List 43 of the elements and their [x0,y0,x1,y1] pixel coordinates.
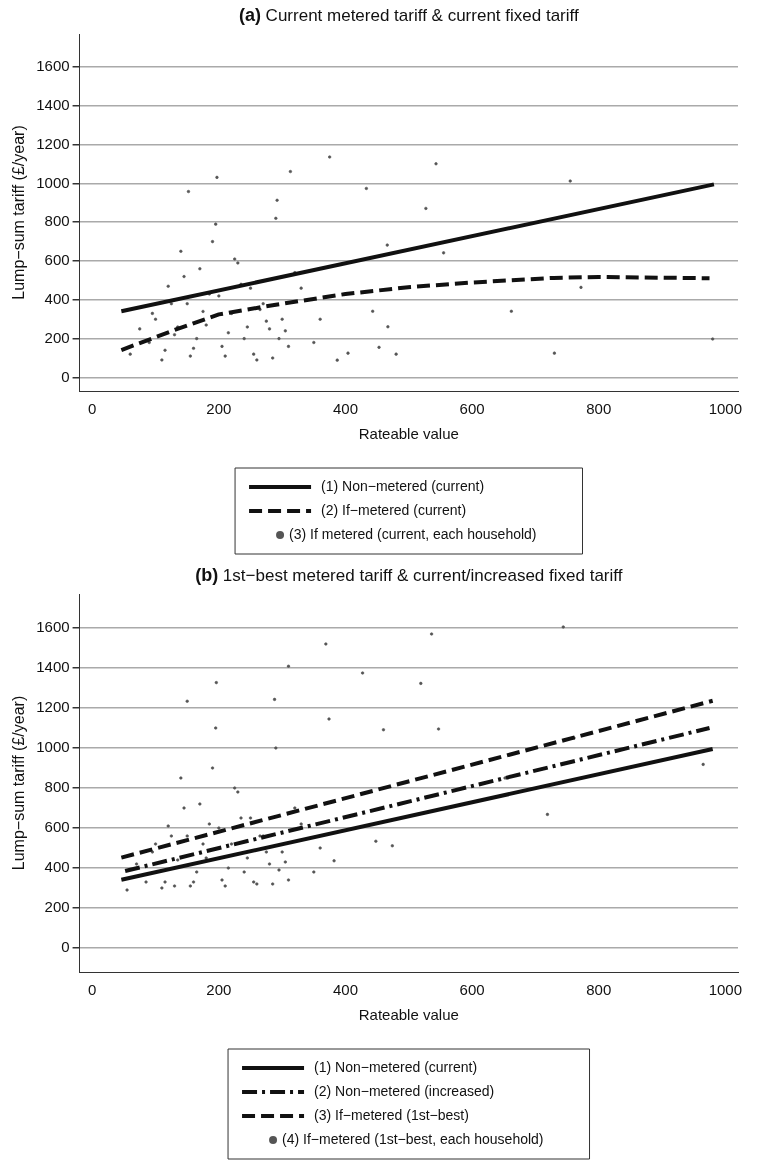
x-tick-label: 0 [88,400,97,418]
y-tick-label: 800 [44,778,70,796]
y-tick-label: 600 [44,818,70,836]
y-tick-label: 1600 [36,57,70,75]
y-tick-label: 1400 [36,95,70,113]
x-tick-label: 400 [332,400,358,418]
legend-label: (1) Non−metered (current) [321,477,485,494]
x-tick-label: 0 [88,981,97,999]
chart-title: (b) 1st−best metered tariff & current/increased fixed tariff [195,564,623,585]
chart-title: (a) Current metered tariff & current fixed tariff [238,4,579,25]
x-axis-title: Rateable value [358,425,459,443]
y-tick-label: 1000 [36,173,70,191]
legend-label: (3) If−metered (1st−best) [314,1106,469,1123]
x-tick-label: 800 [586,981,612,999]
x-tick-label: 1000 [708,400,743,418]
y-tick-label: 800 [44,212,70,230]
x-tick-label: 600 [459,981,485,999]
y-tick-label: 1600 [36,618,70,636]
y-tick-label: 1000 [36,738,70,756]
y-tick-label: 200 [44,898,70,916]
y-tick-label: 1400 [36,658,70,676]
x-tick-label: 200 [206,400,232,418]
legend-label: (4) If−metered (1st−best, each household) [282,1130,544,1147]
y-tick-label: 200 [44,328,70,346]
legend-label: (2) Non−metered (increased) [314,1082,495,1099]
y-tick-label: 0 [61,938,70,956]
y-tick-label: 400 [44,289,70,307]
y-tick-label: 1200 [36,698,70,716]
y-tick-label: 400 [44,858,70,876]
x-tick-label: 200 [206,981,232,999]
x-axis-title: Rateable value [358,1006,459,1024]
x-tick-label: 800 [586,400,612,418]
x-tick-label: 1000 [708,981,743,999]
legend-label: (1) Non−metered (current) [314,1058,478,1075]
y-tick-label: 1200 [36,134,70,152]
x-tick-label: 400 [332,981,358,999]
y-axis-title: Lump−sum tariff (£/year) [10,695,28,871]
y-tick-label: 600 [44,251,70,269]
legend-label: (2) If−metered (current) [321,501,467,518]
y-axis-title: Lump−sum tariff (£/year) [10,125,28,300]
legend-label: (3) If metered (current, each household) [289,525,537,542]
y-tick-label: 0 [61,367,70,385]
x-tick-label: 600 [459,400,485,418]
